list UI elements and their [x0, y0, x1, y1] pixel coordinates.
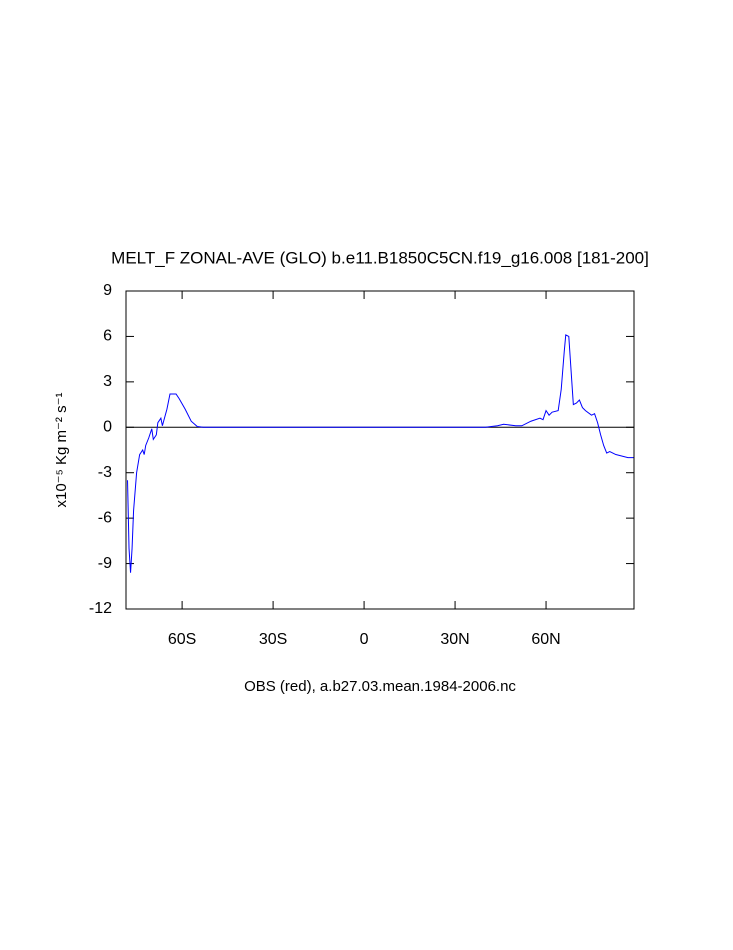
y-tick-label: -9	[98, 555, 112, 572]
chart-title: MELT_F ZONAL-AVE (GLO) b.e11.B1850C5CN.f…	[111, 248, 649, 267]
x-tick-label: 30N	[440, 631, 469, 648]
x-tick-label: 60S	[168, 631, 196, 648]
y-tick-label: -12	[89, 600, 112, 617]
y-tick-label: 3	[103, 373, 112, 390]
plot-frame	[125, 290, 635, 610]
y-tick-label: -3	[98, 464, 112, 481]
y-tick-label: 9	[103, 282, 112, 299]
x-axis-label: OBS (red), a.b27.03.mean.1984-2006.nc	[244, 678, 516, 695]
x-tick-label: 60N	[531, 631, 560, 648]
y-tick-label: -6	[98, 509, 112, 526]
x-tick-label: 0	[360, 631, 369, 648]
x-tick-label: 30S	[259, 631, 287, 648]
y-tick-label: 6	[103, 328, 112, 345]
y-axis-label: x10⁻⁵ Kg m⁻² s⁻¹	[53, 393, 70, 508]
y-tick-label: 0	[103, 419, 112, 436]
data-line	[127, 334, 634, 573]
